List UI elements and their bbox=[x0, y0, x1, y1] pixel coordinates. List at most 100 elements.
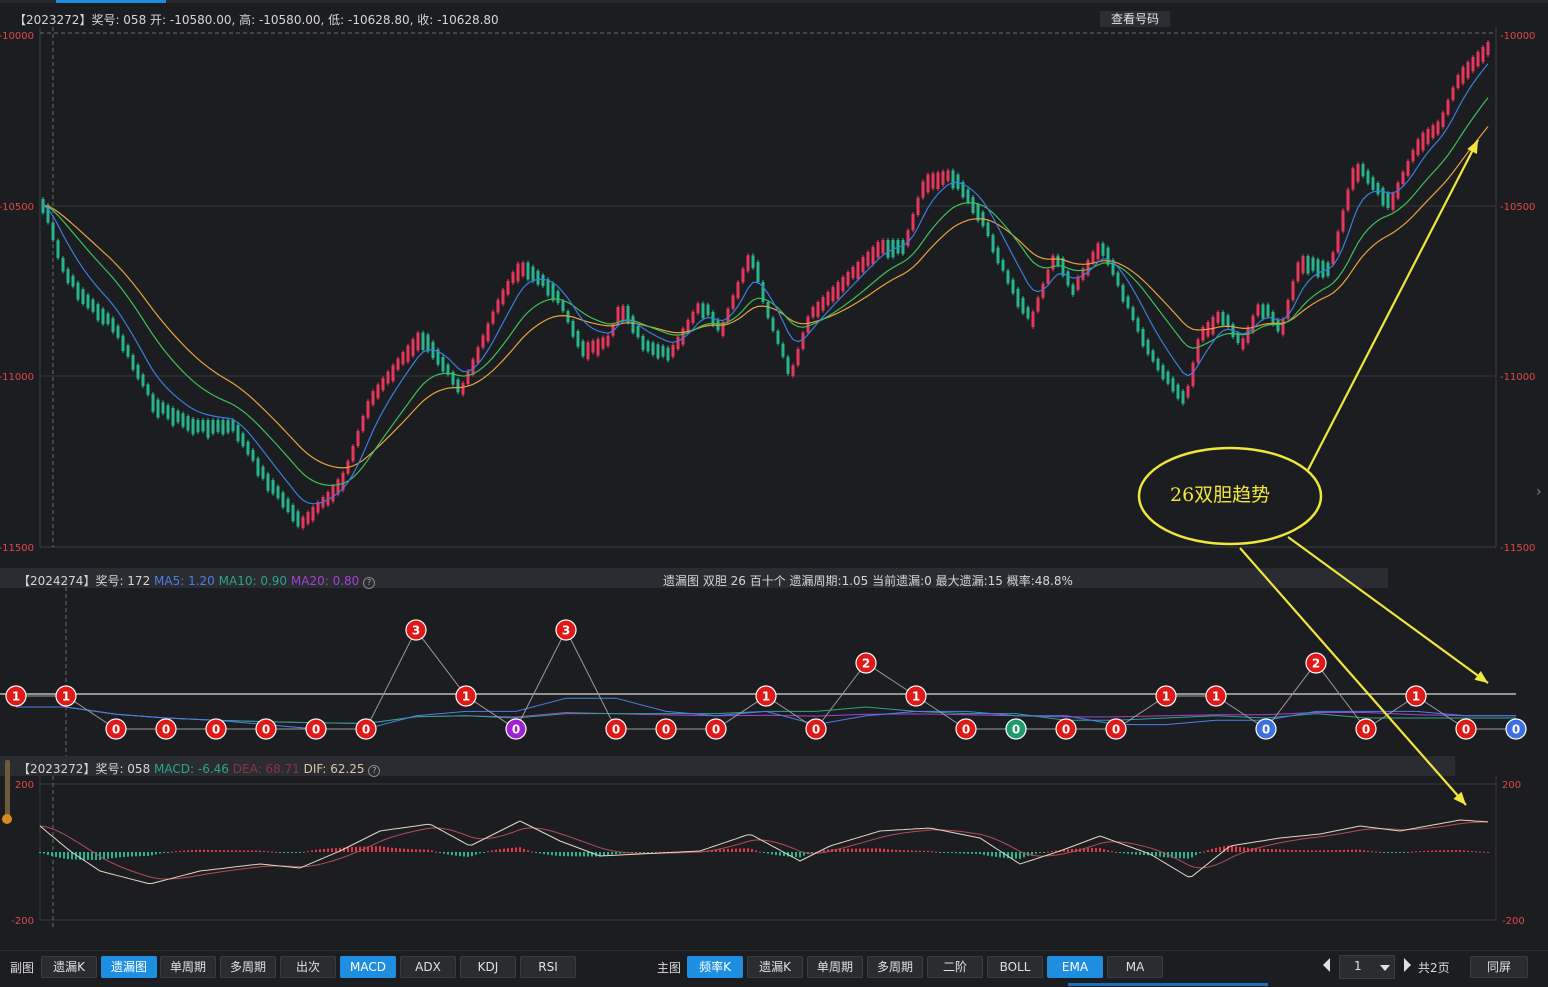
candle-body bbox=[816, 302, 820, 317]
macd-help-icon[interactable]: ? bbox=[368, 765, 381, 777]
candle-body bbox=[701, 303, 705, 319]
sub-btn-0[interactable]: 遗漏K bbox=[41, 956, 97, 978]
sub-btn-4[interactable]: 出次 bbox=[280, 956, 336, 978]
miss-point-label: 0 bbox=[712, 723, 720, 737]
candle-body bbox=[476, 347, 480, 364]
macd-bar bbox=[1467, 850, 1469, 852]
macd-bar bbox=[1451, 850, 1453, 852]
macd-bar bbox=[455, 852, 457, 856]
page-select[interactable]: 1 bbox=[1339, 955, 1395, 979]
candle-body bbox=[956, 174, 960, 189]
main-ytick-right: -10500 bbox=[1500, 202, 1535, 213]
macd-bar bbox=[1423, 850, 1425, 852]
macd-bar bbox=[467, 852, 469, 857]
miss-point bbox=[455, 685, 477, 707]
candle-body bbox=[91, 299, 95, 312]
sub-btn-5[interactable]: MACD bbox=[340, 956, 396, 978]
page-prev-icon[interactable] bbox=[1323, 958, 1330, 972]
main-btn-6[interactable]: EMA bbox=[1047, 956, 1103, 978]
miss-point bbox=[355, 718, 377, 740]
miss-point bbox=[155, 718, 177, 740]
miss-point bbox=[755, 685, 777, 707]
macd-bar bbox=[775, 852, 777, 856]
sub-btn-7[interactable]: KDJ bbox=[460, 956, 516, 978]
candle-body bbox=[1131, 307, 1135, 321]
main-candlestick-chart: -10000 -10000 -10500 -10500 -11000 -11000 -115… bbox=[0, 27, 1535, 554]
top-tab-strip bbox=[0, 0, 1548, 3]
macd-slider-handle[interactable] bbox=[5, 760, 10, 820]
miss-point-label: 1 bbox=[762, 690, 770, 704]
macd-bar bbox=[1355, 849, 1357, 852]
macd-bar bbox=[827, 849, 829, 852]
macd-bar bbox=[971, 852, 973, 854]
candle-body bbox=[1171, 378, 1175, 392]
candle-body bbox=[61, 257, 65, 272]
macd-bar bbox=[315, 849, 317, 852]
macd-bar bbox=[1151, 852, 1153, 856]
macd-bar bbox=[839, 848, 841, 852]
candle-body bbox=[246, 441, 250, 455]
macd-bar bbox=[875, 848, 877, 852]
macd-bar bbox=[307, 851, 309, 853]
miss-point bbox=[505, 718, 527, 740]
macd-bar bbox=[1363, 850, 1365, 852]
miss-point bbox=[855, 652, 877, 674]
chevron-down-icon bbox=[1380, 965, 1390, 971]
macd-bar bbox=[143, 852, 145, 857]
candle-body bbox=[171, 407, 175, 426]
main-panel-header: 【2023272】奖号: 058 开: -10580.00, 高: -10580… bbox=[14, 13, 499, 27]
macd-bar bbox=[215, 850, 217, 852]
chevron-right-icon[interactable]: › bbox=[1536, 484, 1542, 500]
sub-btn-2[interactable]: 单周期 bbox=[160, 956, 216, 978]
macd-slider-knob[interactable] bbox=[2, 814, 12, 824]
macd-bar bbox=[395, 848, 397, 852]
miss-point-label: 3 bbox=[412, 624, 420, 638]
macd-bar bbox=[155, 852, 157, 855]
macd-bar bbox=[591, 852, 593, 857]
macd-bar bbox=[1223, 846, 1225, 852]
main-btn-3[interactable]: 多周期 bbox=[867, 956, 923, 978]
main-btn-4[interactable]: 二阶 bbox=[927, 956, 983, 978]
main-btn-5[interactable]: BOLL bbox=[987, 956, 1043, 978]
page-next-icon[interactable] bbox=[1404, 958, 1411, 972]
macd-bar bbox=[1319, 850, 1321, 852]
macd-bar bbox=[1115, 851, 1117, 853]
sub-btn-8[interactable]: RSI bbox=[520, 956, 576, 978]
candle-body bbox=[266, 473, 270, 491]
macd-bar bbox=[1191, 852, 1193, 858]
macd-bar bbox=[323, 848, 325, 852]
sub-btn-6[interactable]: ADX bbox=[400, 956, 456, 978]
candle-body bbox=[71, 275, 75, 287]
main-btn-2[interactable]: 单周期 bbox=[807, 956, 863, 978]
view-numbers-button[interactable]: 查看号码 bbox=[1100, 11, 1170, 27]
fullscreen-button[interactable]: 同屏 bbox=[1470, 956, 1528, 978]
main-btn-1[interactable]: 遗漏K bbox=[747, 956, 803, 978]
macd-bar bbox=[1239, 846, 1241, 852]
macd-bar bbox=[119, 852, 121, 858]
miss-help-icon[interactable]: ? bbox=[363, 577, 376, 589]
sub-btn-3[interactable]: 多周期 bbox=[220, 956, 276, 978]
macd-bar bbox=[367, 846, 369, 852]
candle-body bbox=[881, 240, 885, 254]
macd-bar bbox=[131, 852, 133, 857]
macd-bar bbox=[67, 852, 69, 860]
candle-body bbox=[506, 281, 510, 295]
miss-panel-header: 【2024274】奖号: 172 MA5: 1.20 MA10: 0.90 MA… bbox=[18, 572, 376, 589]
macd-bar bbox=[483, 852, 485, 853]
macd-bar bbox=[1407, 851, 1409, 853]
candle-body bbox=[1026, 307, 1030, 319]
macd-bar bbox=[303, 851, 305, 853]
main-btn-0[interactable]: 频率K bbox=[687, 956, 743, 978]
sub-btn-1[interactable]: 遗漏图 bbox=[101, 956, 157, 978]
macd-bar bbox=[1047, 851, 1049, 853]
candle-body bbox=[1091, 251, 1095, 264]
macd-bar bbox=[979, 852, 981, 855]
macd-bar bbox=[511, 847, 513, 852]
candle-body bbox=[316, 502, 320, 513]
macd-bar bbox=[1103, 849, 1105, 852]
macd-bar bbox=[515, 847, 517, 852]
macd-bar bbox=[475, 852, 477, 855]
top-tab-active[interactable] bbox=[56, 0, 166, 3]
candle-body bbox=[986, 222, 990, 237]
main-btn-7[interactable]: MA bbox=[1107, 956, 1163, 978]
